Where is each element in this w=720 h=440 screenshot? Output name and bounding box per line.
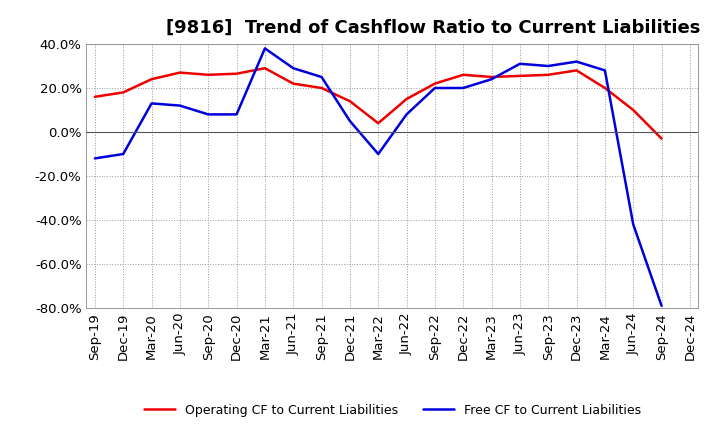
Free CF to Current Liabilities bbox=[487, 77, 496, 82]
Free CF to Current Liabilities bbox=[148, 101, 156, 106]
Operating CF to Current Liabilities bbox=[91, 94, 99, 99]
Operating CF to Current Liabilities bbox=[431, 81, 439, 86]
Free CF to Current Liabilities bbox=[233, 112, 241, 117]
Operating CF to Current Liabilities bbox=[516, 73, 524, 78]
Free CF to Current Liabilities bbox=[176, 103, 184, 108]
Operating CF to Current Liabilities bbox=[459, 72, 467, 77]
Operating CF to Current Liabilities bbox=[374, 121, 382, 126]
Operating CF to Current Liabilities bbox=[261, 66, 269, 71]
Free CF to Current Liabilities bbox=[402, 112, 411, 117]
Operating CF to Current Liabilities bbox=[629, 107, 637, 113]
Operating CF to Current Liabilities bbox=[487, 74, 496, 80]
Free CF to Current Liabilities bbox=[600, 68, 609, 73]
Free CF to Current Liabilities bbox=[459, 85, 467, 91]
Operating CF to Current Liabilities bbox=[289, 81, 297, 86]
Text: [9816]  Trend of Cashflow Ratio to Current Liabilities: [9816] Trend of Cashflow Ratio to Curren… bbox=[166, 19, 701, 37]
Operating CF to Current Liabilities bbox=[119, 90, 127, 95]
Free CF to Current Liabilities bbox=[261, 46, 269, 51]
Free CF to Current Liabilities bbox=[629, 222, 637, 227]
Free CF to Current Liabilities bbox=[318, 74, 326, 80]
Free CF to Current Liabilities bbox=[91, 156, 99, 161]
Operating CF to Current Liabilities bbox=[233, 71, 241, 77]
Operating CF to Current Liabilities bbox=[204, 72, 212, 77]
Free CF to Current Liabilities bbox=[431, 85, 439, 91]
Line: Operating CF to Current Liabilities: Operating CF to Current Liabilities bbox=[95, 68, 662, 139]
Operating CF to Current Liabilities bbox=[402, 96, 411, 102]
Operating CF to Current Liabilities bbox=[544, 72, 552, 77]
Line: Free CF to Current Liabilities: Free CF to Current Liabilities bbox=[95, 48, 662, 306]
Operating CF to Current Liabilities bbox=[148, 77, 156, 82]
Operating CF to Current Liabilities bbox=[600, 85, 609, 91]
Operating CF to Current Liabilities bbox=[657, 136, 666, 141]
Free CF to Current Liabilities bbox=[657, 303, 666, 308]
Free CF to Current Liabilities bbox=[374, 151, 382, 157]
Free CF to Current Liabilities bbox=[516, 61, 524, 66]
Legend: Operating CF to Current Liabilities, Free CF to Current Liabilities: Operating CF to Current Liabilities, Fre… bbox=[138, 399, 647, 422]
Operating CF to Current Liabilities bbox=[346, 99, 354, 104]
Operating CF to Current Liabilities bbox=[176, 70, 184, 75]
Free CF to Current Liabilities bbox=[289, 66, 297, 71]
Free CF to Current Liabilities bbox=[204, 112, 212, 117]
Operating CF to Current Liabilities bbox=[572, 68, 581, 73]
Free CF to Current Liabilities bbox=[346, 118, 354, 124]
Free CF to Current Liabilities bbox=[544, 63, 552, 69]
Free CF to Current Liabilities bbox=[572, 59, 581, 64]
Free CF to Current Liabilities bbox=[119, 151, 127, 157]
Operating CF to Current Liabilities bbox=[318, 85, 326, 91]
